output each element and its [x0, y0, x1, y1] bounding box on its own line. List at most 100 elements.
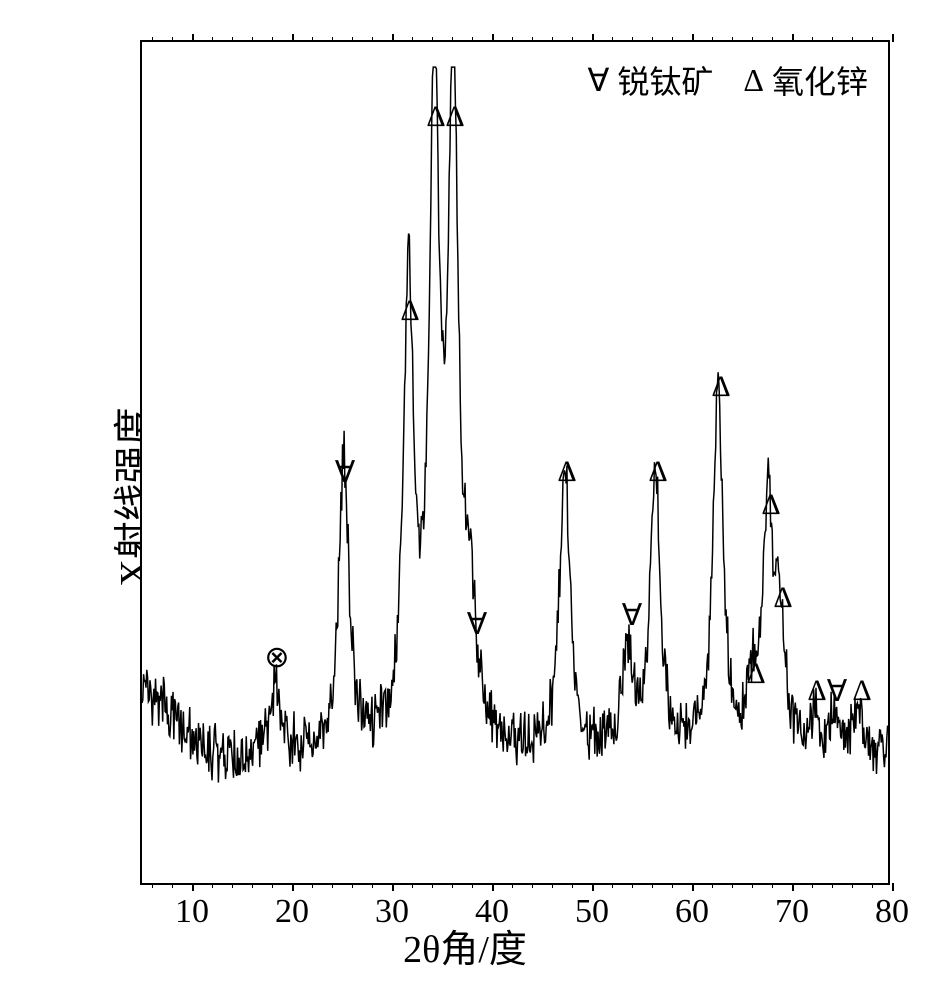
x-tick-label: 80: [875, 893, 909, 931]
x-tick-major-top: [192, 34, 194, 42]
x-tick-minor: [172, 883, 173, 888]
peak-marker: Δ: [426, 100, 445, 134]
x-tick-major-top: [892, 34, 894, 42]
x-tick-major: [292, 883, 294, 891]
x-tick-minor: [212, 883, 213, 888]
x-tick-minor: [452, 883, 453, 888]
x-tick-major-top: [492, 34, 494, 42]
peak-marker: Δ: [761, 488, 780, 522]
x-tick-minor-top: [632, 37, 633, 42]
x-tick-minor: [252, 883, 253, 888]
x-tick-minor: [332, 883, 333, 888]
x-tick-minor: [312, 883, 313, 888]
x-tick-minor-top: [172, 37, 173, 42]
peak-marker: Δ: [852, 674, 871, 708]
x-tick-minor: [812, 883, 813, 888]
x-tick-major: [392, 883, 394, 891]
x-tick-minor-top: [412, 37, 413, 42]
x-tick-minor: [752, 883, 753, 888]
x-tick-label: 70: [775, 893, 809, 931]
x-tick-minor-top: [332, 37, 333, 42]
x-tick-minor-top: [352, 37, 353, 42]
x-tick-minor: [552, 883, 553, 888]
xrd-spectrum-line: [142, 42, 888, 883]
x-tick-minor: [472, 883, 473, 888]
x-tick-minor-top: [572, 37, 573, 42]
chart-container: X射线强度 ∀ 锐钛矿 Δ 氧化锌 ⊗∀ΔΔΔ∀Δ∀ΔΔΔΔΔΔ∀Δ 10203…: [20, 20, 910, 973]
x-tick-minor-top: [852, 37, 853, 42]
x-tick-minor-top: [272, 37, 273, 42]
x-tick-minor-top: [732, 37, 733, 42]
peak-marker: Δ: [773, 581, 792, 615]
x-tick-minor-top: [552, 37, 553, 42]
x-tick-label: 50: [575, 893, 609, 931]
x-tick-minor: [632, 883, 633, 888]
x-tick-minor-top: [672, 37, 673, 42]
x-tick-minor: [272, 883, 273, 888]
x-tick-minor: [352, 883, 353, 888]
x-tick-minor: [612, 883, 613, 888]
x-tick-minor-top: [432, 37, 433, 42]
x-tick-minor-top: [372, 37, 373, 42]
x-tick-major-top: [692, 34, 694, 42]
x-tick-minor: [432, 883, 433, 888]
peak-marker: Δ: [746, 657, 765, 691]
x-tick-major: [192, 883, 194, 891]
peak-marker: Δ: [711, 370, 730, 404]
peak-marker: Δ: [648, 455, 667, 489]
peak-marker: Δ: [400, 294, 419, 328]
x-tick-minor: [672, 883, 673, 888]
x-tick-major: [492, 883, 494, 891]
x-tick-minor-top: [452, 37, 453, 42]
x-tick-minor: [512, 883, 513, 888]
x-tick-minor: [652, 883, 653, 888]
peak-marker: Δ: [557, 455, 576, 489]
x-tick-minor: [732, 883, 733, 888]
x-tick-minor: [412, 883, 413, 888]
x-tick-major: [692, 883, 694, 891]
x-tick-minor-top: [812, 37, 813, 42]
x-tick-minor-top: [212, 37, 213, 42]
x-tick-minor: [152, 883, 153, 888]
x-tick-minor-top: [772, 37, 773, 42]
x-tick-label: 10: [175, 893, 209, 931]
x-tick-label: 20: [275, 893, 309, 931]
x-tick-major-top: [792, 34, 794, 42]
x-tick-label: 60: [675, 893, 709, 931]
x-tick-minor-top: [232, 37, 233, 42]
x-tick-minor-top: [752, 37, 753, 42]
x-tick-major: [892, 883, 894, 891]
peak-marker: ⊗: [264, 640, 289, 675]
x-tick-minor: [372, 883, 373, 888]
x-tick-minor: [832, 883, 833, 888]
peak-marker: ∀: [827, 674, 848, 709]
x-tick-minor: [712, 883, 713, 888]
x-tick-minor: [532, 883, 533, 888]
x-tick-major: [592, 883, 594, 891]
x-tick-minor-top: [472, 37, 473, 42]
x-tick-minor-top: [252, 37, 253, 42]
x-tick-minor: [572, 883, 573, 888]
x-tick-minor-top: [532, 37, 533, 42]
x-tick-minor-top: [312, 37, 313, 42]
x-tick-minor-top: [152, 37, 153, 42]
peak-marker: ∀: [467, 607, 488, 642]
x-tick-minor-top: [712, 37, 713, 42]
x-tick-minor: [232, 883, 233, 888]
x-axis-label: 2θ角/度: [403, 918, 527, 973]
x-tick-minor-top: [612, 37, 613, 42]
x-tick-minor-top: [512, 37, 513, 42]
peak-marker: Δ: [445, 100, 464, 134]
x-tick-minor-top: [652, 37, 653, 42]
peak-marker: Δ: [807, 674, 826, 708]
x-tick-minor-top: [832, 37, 833, 42]
peak-marker: ∀: [622, 598, 643, 633]
x-tick-major: [792, 883, 794, 891]
x-tick-minor-top: [872, 37, 873, 42]
x-tick-minor: [852, 883, 853, 888]
x-tick-major-top: [592, 34, 594, 42]
peak-marker: ∀: [335, 455, 356, 490]
x-tick-minor: [872, 883, 873, 888]
x-tick-major-top: [392, 34, 394, 42]
x-tick-major-top: [292, 34, 294, 42]
